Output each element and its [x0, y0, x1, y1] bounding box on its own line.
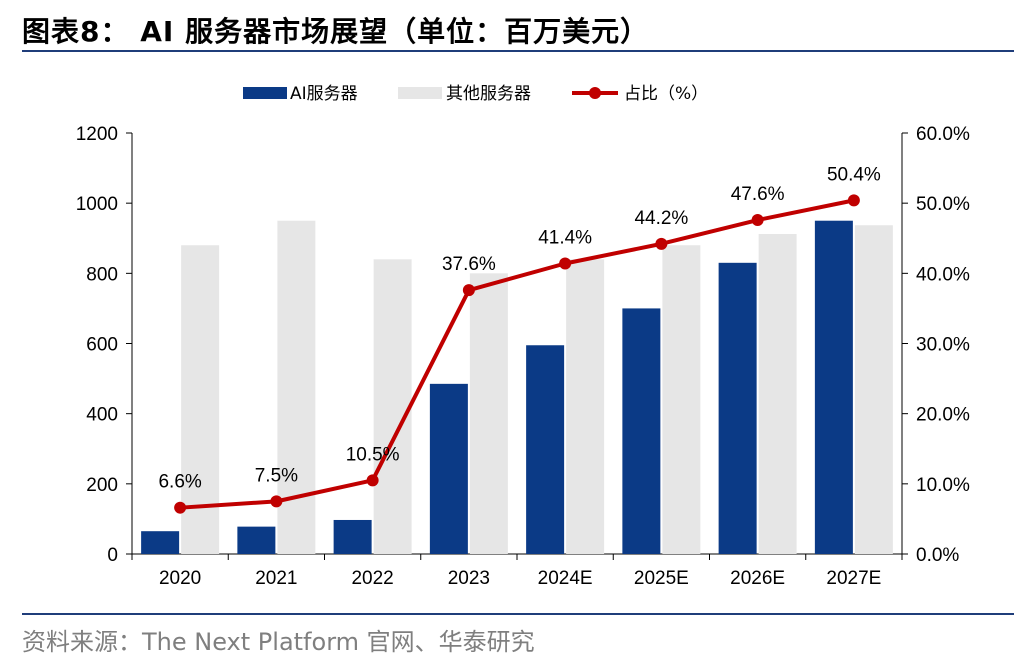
- chart-axes: 0 200 400 600 800 1000 1200 0.0% 10.0% 20.0% 30.0%…: [76, 124, 970, 589]
- bar-ai-server: [333, 519, 372, 554]
- bar-ai-server: [429, 383, 468, 554]
- x-tick-label: 2023: [448, 568, 490, 589]
- y-left-tick-label: 600: [86, 335, 118, 356]
- y-left-tick-label: 400: [86, 405, 118, 426]
- legend-swatch-ai-server: [243, 87, 287, 99]
- legend-label-share: 占比（%）: [624, 84, 708, 104]
- bar-other-server: [854, 225, 893, 554]
- chart-legend: AI服务器 其他服务器 占比（%）: [243, 84, 708, 104]
- y-right-tick-label: 20.0%: [916, 405, 970, 426]
- share-data-label: 44.2%: [634, 208, 688, 229]
- share-point: [174, 501, 187, 514]
- bar-other-server: [181, 245, 220, 554]
- x-tick-label: 2027E: [826, 568, 881, 589]
- bar-other-server: [373, 259, 412, 554]
- x-tick-label: 2024E: [538, 568, 593, 589]
- share-data-label: 47.6%: [731, 184, 785, 205]
- bar-other-server: [469, 273, 508, 554]
- legend-swatch-share-marker: [589, 87, 601, 99]
- bar-ai-server: [622, 308, 661, 554]
- bar-ai-server: [237, 526, 276, 554]
- bar-other-server: [277, 220, 316, 555]
- y-left-tick-label: 1000: [76, 194, 118, 215]
- share-point: [847, 194, 860, 207]
- chart: 0 200 400 600 800 1000 1200 0.0% 10.0% 20.0% 30.0%…: [76, 84, 970, 589]
- x-tick-label: 2021: [255, 568, 297, 589]
- share-point: [270, 495, 283, 508]
- y-left-tick-label: 200: [86, 475, 118, 496]
- share-point: [366, 474, 379, 487]
- bar-ai-server: [526, 345, 565, 554]
- share-point: [462, 284, 475, 297]
- bar-other-server: [662, 245, 701, 554]
- share-point: [655, 237, 668, 250]
- bar-ai-server: [814, 220, 853, 555]
- legend-swatch-other-server: [398, 87, 442, 99]
- share-data-label: 50.4%: [827, 164, 881, 185]
- share-line: [179, 198, 855, 510]
- source-rule: [22, 613, 1014, 615]
- y-right-tick-label: 0.0%: [916, 545, 959, 566]
- chart-bars: [141, 220, 893, 555]
- share-data-label: 41.4%: [538, 228, 592, 249]
- legend-label-other-server: 其他服务器: [446, 84, 531, 104]
- share-data-label: 37.6%: [442, 254, 496, 275]
- x-tick-label: 2022: [351, 568, 393, 589]
- share-data-label: 7.5%: [255, 465, 298, 486]
- y-right-tick-label: 30.0%: [916, 335, 970, 356]
- share-data-label: 6.6%: [158, 472, 201, 493]
- legend-label-ai-server: AI服务器: [290, 84, 358, 104]
- y-left-tick-label: 0: [107, 545, 118, 566]
- y-left-tick-label: 1200: [76, 124, 118, 145]
- y-right-tick-label: 40.0%: [916, 264, 970, 285]
- y-right-tick-label: 50.0%: [916, 194, 970, 215]
- x-tick-label: 2026E: [730, 568, 785, 589]
- bar-ai-server: [718, 262, 757, 554]
- title-rule: [22, 50, 1014, 52]
- bar-other-server: [758, 234, 797, 555]
- share-point: [751, 214, 764, 227]
- share-point: [559, 257, 572, 270]
- y-right-tick-label: 10.0%: [916, 475, 970, 496]
- y-right-tick-label: 60.0%: [916, 124, 970, 145]
- x-tick-label: 2020: [159, 568, 201, 589]
- source-note: 资料来源：The Next Platform 官网、华泰研究: [22, 628, 535, 656]
- bar-other-server: [566, 259, 605, 554]
- share-data-label: 10.5%: [346, 444, 400, 465]
- figure-title: 图表8： AI 服务器市场展望（单位：百万美元）: [22, 15, 650, 48]
- chart-line: 6.6% 7.5% 10.5% 37.6% 41.4% 44.2% 47.6% 50.4%: [158, 164, 881, 514]
- y-left-tick-label: 800: [86, 264, 118, 285]
- x-tick-label: 2025E: [634, 568, 689, 589]
- bar-ai-server: [141, 531, 180, 554]
